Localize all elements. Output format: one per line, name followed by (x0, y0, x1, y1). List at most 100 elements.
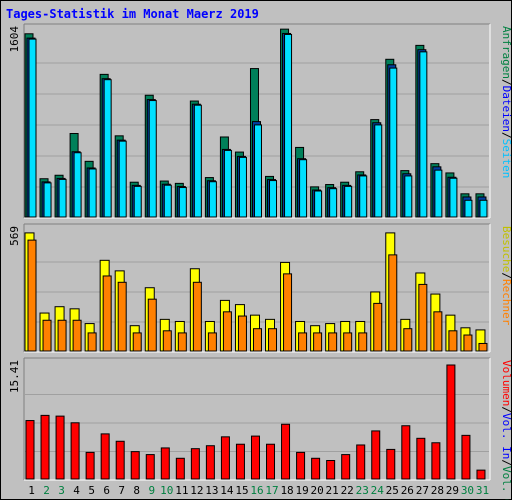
y-axis-max-label-bottom: 15.41 (8, 360, 21, 393)
bar-seiten-22 (344, 185, 353, 218)
bar-seiten-19 (299, 159, 308, 218)
bar-volumen-7 (115, 440, 125, 480)
x-tick-label: 8 (133, 484, 140, 497)
bar-seiten-10 (163, 184, 172, 218)
x-tick-label: 5 (88, 484, 95, 497)
bar-rechner-25 (388, 254, 398, 352)
bar-rechner-21 (328, 332, 338, 352)
bar-seiten-29 (449, 177, 458, 218)
bar-seiten-14 (223, 149, 232, 218)
x-tick-label: 18 (280, 484, 293, 497)
bar-seiten-2 (43, 182, 52, 218)
bar-volumen-10 (160, 447, 170, 480)
bar-rechner-2 (42, 319, 52, 352)
bar-volumen-9 (145, 454, 155, 480)
x-tick-label: 20 (311, 484, 324, 497)
x-tick-label: 27 (416, 484, 429, 497)
bar-seiten-16 (253, 124, 262, 218)
bar-volumen-21 (326, 460, 336, 480)
legend-entry: / (500, 459, 512, 466)
bar-seiten-6 (103, 79, 112, 218)
bar-seiten-26 (404, 175, 413, 218)
bar-volumen-13 (205, 445, 215, 480)
x-tick-label: 6 (103, 484, 110, 497)
bar-volumen-28 (431, 442, 441, 480)
x-tick-label: 3 (58, 484, 65, 497)
legend-entry: Volumen (500, 360, 512, 406)
bar-rechner-7 (117, 281, 127, 352)
bar-volumen-6 (100, 433, 110, 480)
chart-title: Tages-Statistik im Monat Maerz 2019 (6, 7, 259, 21)
bar-volumen-31 (476, 469, 486, 480)
x-tick-label: 13 (205, 484, 218, 497)
bar-seiten-9 (148, 100, 157, 218)
bar-volumen-2 (40, 414, 50, 480)
y-axis-max-label-top: 1604 (8, 26, 21, 53)
bar-rechner-22 (343, 332, 353, 352)
bar-rechner-18 (283, 273, 293, 352)
bar-seiten-30 (464, 199, 473, 218)
bar-seiten-8 (133, 185, 142, 218)
bar-rechner-27 (418, 283, 428, 352)
legend-entry: Seiten (500, 139, 512, 179)
x-tick-label: 25 (386, 484, 399, 497)
bar-seiten-20 (314, 190, 323, 218)
x-axis-day-labels: 1 2 3 4 5 6 7 8 9 10 11 12 13 14 15 16 17 18 19 20 21 22 23 24 2… (28, 484, 489, 497)
bar-rechner-23 (358, 332, 368, 352)
bar-volumen-29 (446, 364, 456, 480)
bar-seiten-18 (284, 33, 293, 218)
legend-entry: Rechner (500, 279, 512, 326)
x-tick-label: 29 (446, 484, 459, 497)
bar-rechner-31 (478, 342, 488, 352)
legend-entry: Vol. Out (500, 466, 512, 500)
bar-rechner-12 (192, 281, 202, 352)
bar-rechner-9 (147, 298, 157, 352)
y-axis-max-label-middle: 569 (8, 226, 21, 246)
bar-rechner-15 (237, 315, 247, 352)
bar-volumen-12 (190, 448, 200, 480)
x-tick-label: 21 (326, 484, 339, 497)
bar-seiten-7 (118, 140, 127, 218)
bar-seiten-15 (238, 156, 247, 218)
legend-entry: Dateien (500, 86, 512, 132)
x-tick-label: 9 (148, 484, 155, 497)
bar-seiten-21 (329, 188, 338, 218)
bar-volumen-25 (386, 448, 396, 480)
bar-seiten-12 (193, 104, 202, 218)
x-tick-label: 19 (295, 484, 308, 497)
x-tick-label: 17 (265, 484, 278, 497)
bar-rechner-8 (132, 332, 142, 352)
bar-rechner-4 (72, 319, 82, 352)
bar-volumen-26 (401, 425, 411, 480)
legend-entry: / (500, 406, 512, 413)
bar-seiten-27 (419, 51, 428, 218)
bar-seiten-23 (359, 175, 368, 218)
bar-rechner-17 (268, 328, 278, 352)
bar-seiten-24 (374, 124, 383, 218)
bar-volumen-14 (220, 436, 230, 480)
x-tick-label: 26 (401, 484, 414, 497)
x-tick-label: 1 (28, 484, 35, 497)
bar-volumen-11 (175, 457, 185, 480)
legend-middle: Besuche/Rechner (500, 226, 512, 326)
legend-entry: / (500, 79, 512, 86)
bar-seiten-4 (73, 152, 82, 218)
bar-seiten-17 (269, 180, 278, 218)
bar-rechner-10 (162, 330, 172, 352)
bar-volumen-20 (311, 457, 321, 480)
x-tick-label: 14 (220, 484, 234, 497)
bar-rechner-20 (313, 332, 323, 352)
bar-volumen-8 (130, 451, 140, 480)
bar-rechner-26 (403, 328, 413, 352)
bar-rechner-29 (448, 330, 458, 352)
bar-seiten-11 (178, 187, 187, 218)
legend-entry: / (500, 132, 512, 139)
x-tick-label: 7 (118, 484, 125, 497)
legend-entry: / (500, 272, 512, 279)
bar-rechner-6 (102, 275, 112, 352)
bar-volumen-1 (25, 420, 35, 480)
legend-entry: Anfragen (500, 26, 512, 79)
panel-volume (23, 357, 491, 481)
bar-volumen-16 (250, 435, 260, 480)
